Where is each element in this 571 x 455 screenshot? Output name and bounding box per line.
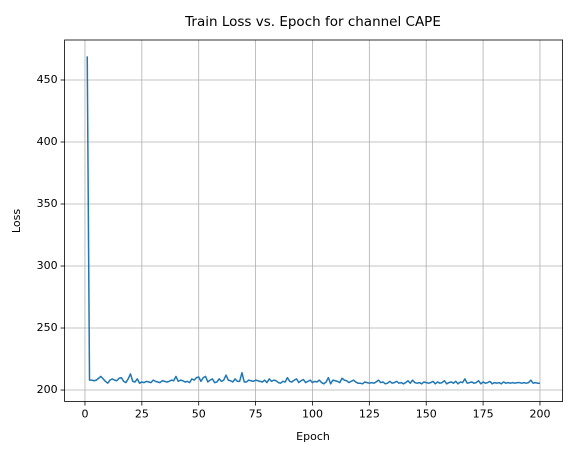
x-tick-label: 175: [473, 408, 494, 421]
y-tick-label: 350: [37, 197, 58, 210]
x-tick-label: 50: [192, 408, 206, 421]
x-axis-label: Epoch: [296, 430, 330, 443]
x-tick-label: 75: [249, 408, 263, 421]
chart-title: Train Loss vs. Epoch for channel CAPE: [184, 14, 441, 30]
x-tick-label: 0: [81, 408, 88, 421]
x-tick-label: 100: [302, 408, 323, 421]
axes-frame: [64, 39, 563, 402]
data-line: [86, 56, 540, 385]
x-tick-label: 200: [529, 408, 550, 421]
y-tick-label: 450: [37, 73, 58, 86]
y-tick-label: 400: [37, 135, 58, 148]
x-tick-label: 25: [135, 408, 149, 421]
y-tick-label: 300: [37, 259, 58, 272]
x-tick-label: 150: [416, 408, 437, 421]
y-axis-label: Loss: [10, 209, 23, 233]
y-tick-label: 200: [37, 383, 58, 396]
x-tick-label: 125: [359, 408, 380, 421]
y-tick-label: 250: [37, 321, 58, 334]
